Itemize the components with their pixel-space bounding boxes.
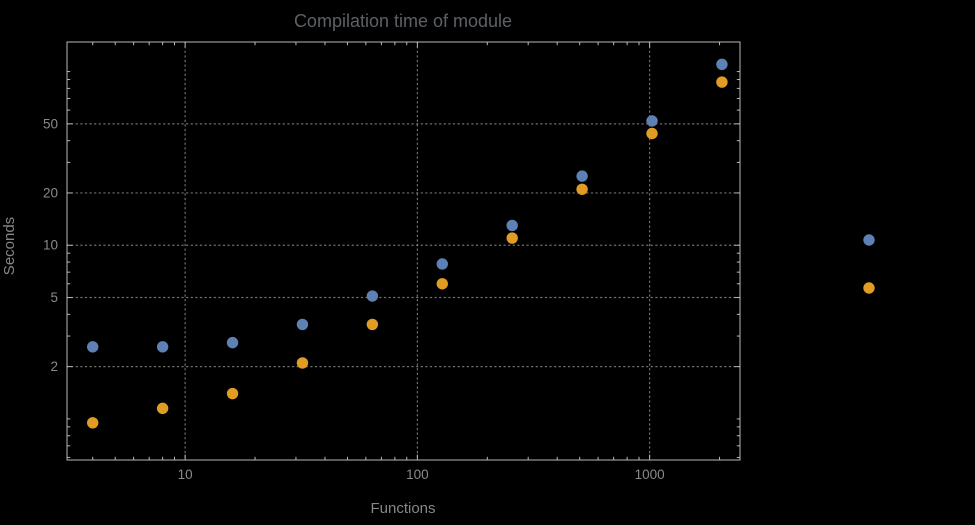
data-point-blue bbox=[716, 58, 728, 71]
legend-marker-orange bbox=[863, 282, 875, 294]
data-point-orange bbox=[436, 278, 448, 290]
data-point-blue bbox=[87, 341, 99, 353]
x-tick-label: 1000 bbox=[635, 467, 665, 482]
y-tick-label: 50 bbox=[43, 116, 58, 131]
x-axis-label: Functions bbox=[370, 500, 435, 517]
y-tick-label: 10 bbox=[43, 238, 58, 253]
y-axis-label: Seconds bbox=[1, 217, 18, 275]
data-point-blue bbox=[506, 219, 518, 232]
data-point-orange bbox=[366, 318, 379, 331]
y-tick-label: 20 bbox=[43, 185, 58, 200]
x-tick-label: 10 bbox=[178, 467, 193, 482]
plot-frame bbox=[66, 41, 741, 461]
legend-marker-blue bbox=[863, 234, 875, 246]
data-point-blue bbox=[576, 170, 588, 182]
data-point-orange bbox=[716, 76, 728, 88]
data-point-orange bbox=[576, 183, 588, 195]
data-point-blue bbox=[646, 115, 658, 127]
data-point-orange bbox=[156, 402, 169, 415]
data-point-blue bbox=[156, 341, 169, 353]
data-point-orange bbox=[296, 357, 309, 369]
data-point-orange bbox=[506, 232, 518, 244]
data-point-blue bbox=[436, 258, 448, 270]
data-point-orange bbox=[87, 417, 99, 429]
data-point-blue bbox=[296, 318, 309, 331]
data-point-orange bbox=[226, 387, 239, 400]
y-tick-label: 5 bbox=[50, 290, 58, 305]
y-tick-label: 2 bbox=[50, 359, 58, 374]
data-point-blue bbox=[366, 290, 379, 302]
data-point-blue bbox=[226, 336, 239, 349]
data-point-orange bbox=[646, 127, 658, 140]
chart-title: Compilation time of module bbox=[294, 11, 512, 31]
x-tick-label: 100 bbox=[406, 467, 429, 482]
